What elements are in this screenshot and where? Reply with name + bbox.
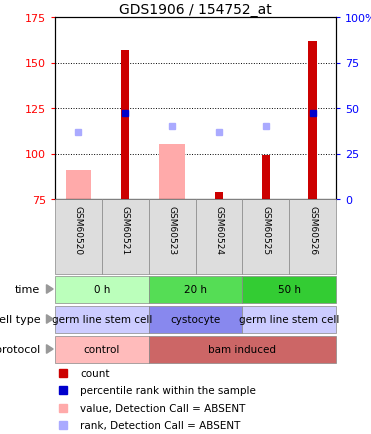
Bar	[262, 156, 270, 200]
Text: germ line stem cell: germ line stem cell	[52, 314, 152, 324]
Title: GDS1906 / 154752_at: GDS1906 / 154752_at	[119, 3, 272, 17]
Bar	[289, 200, 336, 274]
Text: protocol: protocol	[0, 344, 40, 354]
Bar	[242, 276, 336, 303]
Bar	[55, 306, 149, 333]
Bar	[196, 200, 242, 274]
Bar	[308, 42, 317, 200]
Text: rank, Detection Call = ABSENT: rank, Detection Call = ABSENT	[80, 420, 241, 430]
Text: bam induced: bam induced	[209, 344, 276, 354]
Bar	[66, 171, 91, 200]
Text: cystocyte: cystocyte	[170, 314, 221, 324]
Text: cell type: cell type	[0, 314, 40, 324]
Text: GSM60523: GSM60523	[168, 206, 177, 254]
Text: GSM60525: GSM60525	[261, 206, 270, 254]
Text: 0 h: 0 h	[93, 284, 110, 294]
Text: germ line stem cell: germ line stem cell	[239, 314, 339, 324]
Bar	[242, 306, 336, 333]
Text: value, Detection Call = ABSENT: value, Detection Call = ABSENT	[80, 403, 246, 413]
Bar	[102, 200, 149, 274]
Text: control: control	[83, 344, 120, 354]
Bar	[215, 192, 223, 200]
Bar	[242, 200, 289, 274]
Text: GSM60524: GSM60524	[214, 206, 223, 254]
Bar	[159, 145, 185, 200]
Bar	[55, 336, 149, 363]
Text: GSM60526: GSM60526	[308, 206, 317, 254]
Bar	[149, 200, 196, 274]
Bar	[149, 306, 242, 333]
Text: percentile rank within the sample: percentile rank within the sample	[80, 385, 256, 395]
Bar	[149, 336, 336, 363]
Bar	[55, 276, 149, 303]
Text: 20 h: 20 h	[184, 284, 207, 294]
Text: time: time	[15, 284, 40, 294]
Text: GSM60520: GSM60520	[74, 206, 83, 254]
Text: count: count	[80, 368, 110, 378]
Bar	[55, 200, 102, 274]
Bar	[149, 276, 242, 303]
Text: GSM60521: GSM60521	[121, 206, 130, 254]
Bar	[121, 51, 129, 200]
Text: 50 h: 50 h	[278, 284, 301, 294]
